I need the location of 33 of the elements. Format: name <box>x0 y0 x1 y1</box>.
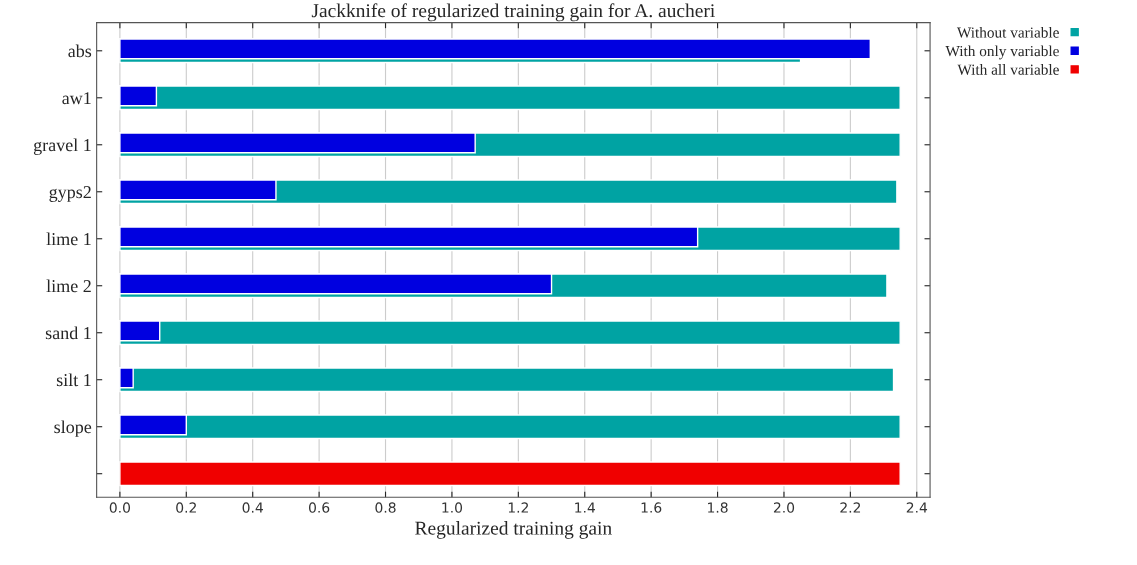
x-tick-label: 0.8 <box>375 502 396 513</box>
x-tick-label: 2.0 <box>773 502 795 513</box>
x-tick-label: 0.0 <box>109 502 131 513</box>
x-tick-label: 1.0 <box>442 502 463 513</box>
bar <box>119 461 901 487</box>
bar <box>119 38 871 60</box>
x-tick-label: 0.4 <box>242 502 263 513</box>
x-axis-title: Regularized training gain <box>415 521 612 539</box>
x-tick-label: 0.2 <box>176 502 196 513</box>
y-tick-label: gravel 1 <box>33 138 91 155</box>
y-tick-label: slope <box>54 420 92 437</box>
x-tick-label: 2.2 <box>840 502 861 513</box>
y-tick-label: aw1 <box>62 92 91 105</box>
y-tick-label: lime 1 <box>46 232 91 246</box>
x-tick-label: 1.6 <box>641 502 662 513</box>
y-tick-label: abs <box>68 44 92 58</box>
legend-label: With all variable <box>957 64 1059 75</box>
x-tick-label: 2.4 <box>906 502 928 513</box>
x-tick-label: 0.6 <box>308 502 330 513</box>
x-tick-label: 1.2 <box>508 502 528 513</box>
y-tick-label: lime 2 <box>46 279 91 293</box>
bar <box>119 320 901 346</box>
x-tick-label: 1.8 <box>708 502 728 513</box>
bar <box>119 85 901 111</box>
y-tick-label: gyps2 <box>49 186 91 202</box>
legend-label: With only variable <box>945 45 1059 60</box>
chart-title: Jackknife of regularized training gain for A. aucheri <box>311 3 715 22</box>
x-tick-label: 1.4 <box>575 502 596 513</box>
bar <box>119 367 895 393</box>
y-tick-label: silt 1 <box>56 373 91 387</box>
y-tick-label: sand 1 <box>45 326 91 340</box>
legend-label: Without variable <box>956 26 1059 38</box>
bar <box>119 414 901 440</box>
